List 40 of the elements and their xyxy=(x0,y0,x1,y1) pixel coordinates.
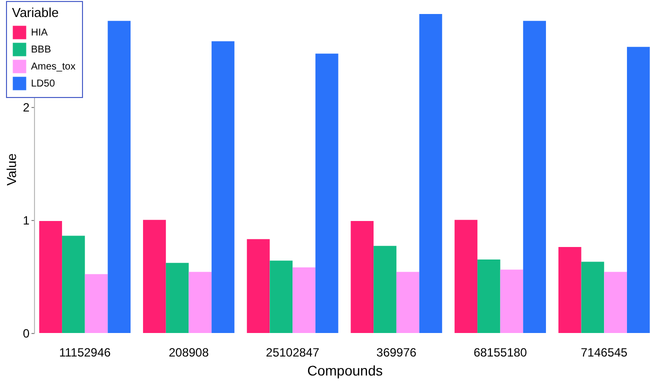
bar xyxy=(39,221,62,333)
x-tick-label: 369976 xyxy=(376,346,417,360)
x-axis-title: Compounds xyxy=(307,362,383,378)
bar xyxy=(419,14,442,333)
bar xyxy=(166,262,189,333)
bar xyxy=(581,262,604,333)
y-tick-label: 1 xyxy=(22,213,30,228)
bar xyxy=(477,259,500,333)
bar xyxy=(454,220,478,333)
bar xyxy=(396,272,420,333)
bar xyxy=(374,246,396,333)
legend-label: HIA xyxy=(31,28,48,38)
bar xyxy=(626,46,650,333)
bar xyxy=(212,41,234,333)
x-tick-label: 7146545 xyxy=(580,346,628,360)
bar xyxy=(246,239,270,333)
bar xyxy=(315,54,338,333)
legend-label: LD50 xyxy=(31,78,56,90)
y-tick-label: 0 xyxy=(22,326,30,340)
bar xyxy=(84,274,108,333)
legend-title: Variable xyxy=(12,5,59,20)
y-tick-label: 2 xyxy=(22,100,30,114)
bar xyxy=(108,20,131,333)
bar xyxy=(604,272,627,333)
bar xyxy=(270,260,293,333)
bar xyxy=(143,220,166,333)
x-tick-label: 11152946 xyxy=(59,346,112,360)
bar xyxy=(292,267,316,333)
bar xyxy=(558,247,582,333)
bar xyxy=(500,270,524,333)
bar xyxy=(350,221,374,333)
y-axis-title: Value xyxy=(4,153,19,186)
x-tick-label: 208908 xyxy=(168,346,210,360)
bar xyxy=(62,236,85,333)
x-tick-label: 68155180 xyxy=(474,346,528,360)
legend-label: BBB xyxy=(31,44,52,56)
legend-label: Ames_tox xyxy=(31,62,76,72)
bar xyxy=(523,20,546,333)
x-tick-label: 25102847 xyxy=(266,346,320,360)
bar xyxy=(188,272,212,333)
